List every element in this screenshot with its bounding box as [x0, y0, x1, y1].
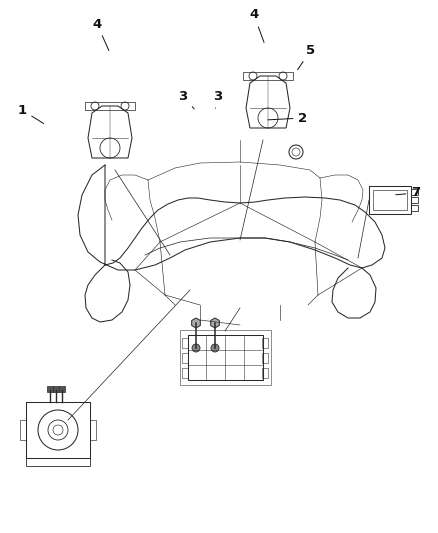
Bar	[188, 335, 263, 380]
Bar	[26, 458, 90, 466]
Bar	[59, 386, 65, 392]
Bar	[262, 368, 268, 378]
Bar	[411, 205, 418, 211]
Bar	[20, 420, 26, 440]
Bar	[411, 189, 418, 195]
Bar	[26, 402, 90, 458]
Polygon shape	[192, 318, 200, 328]
Bar	[182, 353, 188, 363]
Bar	[243, 72, 293, 80]
Bar	[373, 190, 407, 210]
Text: 3: 3	[178, 90, 194, 109]
Text: 2: 2	[268, 111, 307, 125]
Circle shape	[211, 344, 219, 352]
Bar	[180, 330, 271, 385]
Bar	[85, 102, 135, 110]
Circle shape	[192, 344, 200, 352]
Text: 4: 4	[249, 9, 264, 43]
Bar	[47, 386, 53, 392]
Bar	[262, 353, 268, 363]
Text: 4: 4	[92, 18, 109, 51]
Polygon shape	[211, 318, 219, 328]
Text: 1: 1	[18, 103, 44, 124]
Bar	[369, 186, 411, 214]
Text: 3: 3	[213, 90, 223, 108]
Bar	[182, 338, 188, 348]
Bar	[53, 386, 59, 392]
Text: 7: 7	[396, 187, 420, 199]
Bar	[182, 368, 188, 378]
Bar	[90, 420, 96, 440]
Text: 5: 5	[297, 44, 315, 70]
Bar	[262, 338, 268, 348]
Bar	[411, 197, 418, 203]
